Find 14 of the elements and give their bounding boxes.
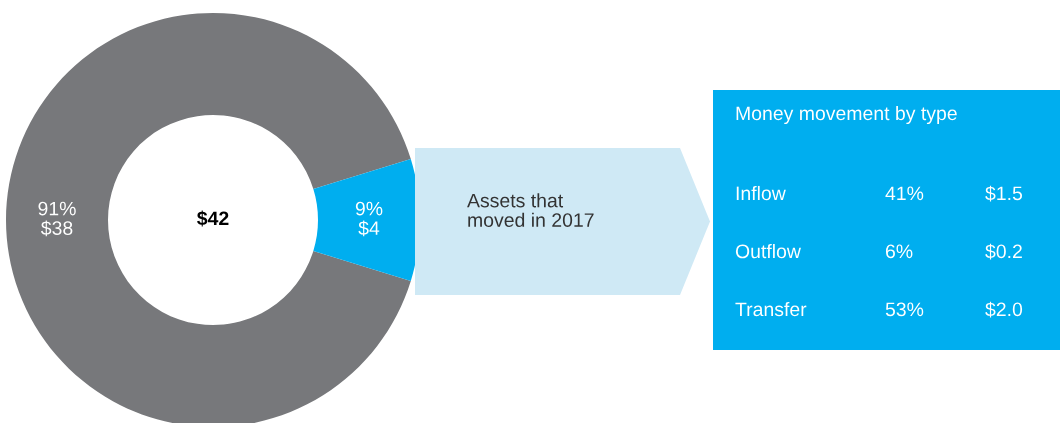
text: $1.5 (985, 185, 1023, 202)
data-label: 9% $4 (355, 201, 383, 237)
text: Assets that moved in 2017 (467, 193, 594, 227)
data-label: 91% $38 (38, 201, 76, 237)
text: Transfer (735, 301, 807, 317)
text: 6% (885, 244, 913, 259)
text: $42 (197, 210, 229, 227)
text: Inflow (736, 185, 786, 201)
text: 53% (885, 302, 924, 317)
text: 41% (885, 186, 924, 201)
text: Outflow (735, 243, 801, 259)
text: $2.0 (985, 301, 1023, 318)
text: Money movement by type (736, 105, 957, 125)
text: $0.2 (985, 243, 1022, 260)
